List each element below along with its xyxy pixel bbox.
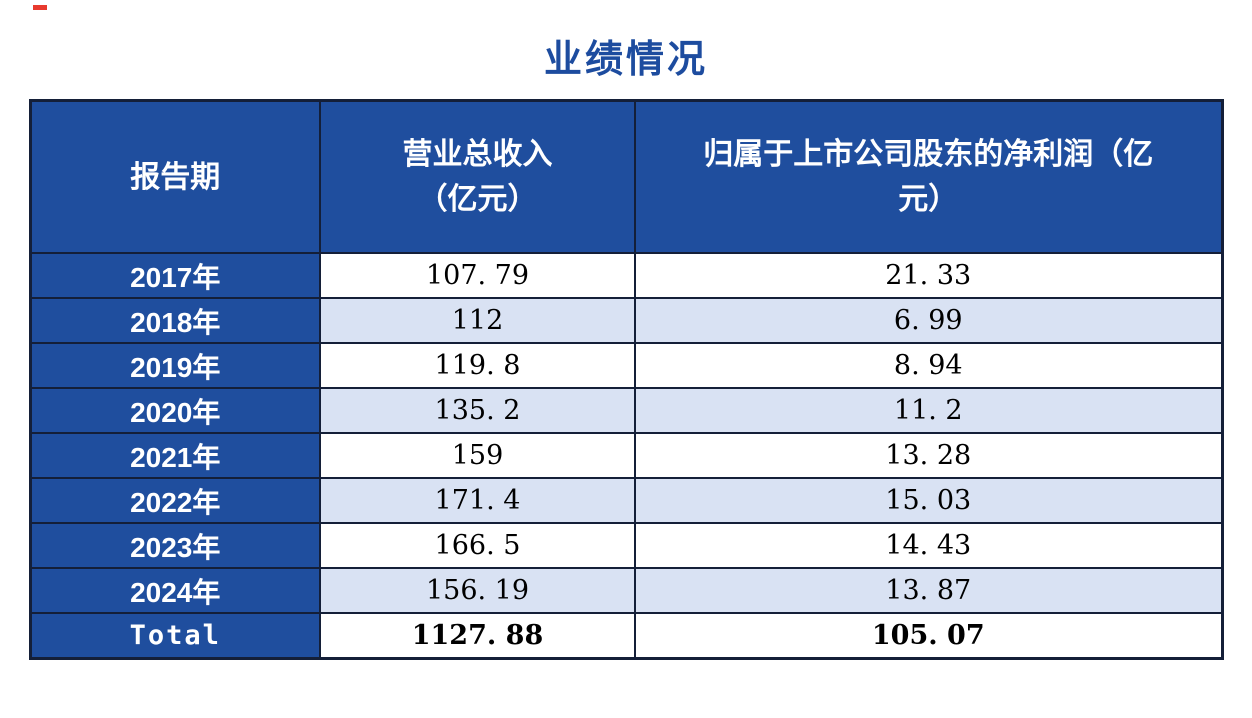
column-header-profit: 归属于上市公司股东的净利润（亿 元） bbox=[634, 99, 1223, 254]
table-row: 2017年 107. 79 21. 33 bbox=[29, 252, 1223, 299]
period-cell: 2018年 bbox=[29, 297, 321, 344]
revenue-cell: 107. 79 bbox=[319, 252, 636, 299]
table-row: 2022年 171. 4 15. 03 bbox=[29, 477, 1223, 524]
table-row: 2024年 156. 19 13. 87 bbox=[29, 567, 1223, 614]
profit-cell: 8. 94 bbox=[634, 342, 1223, 389]
profit-cell: 13. 28 bbox=[634, 432, 1223, 479]
performance-table: 报告期 营业总收入 （亿元） 归属于上市公司股东的净利润（亿 元） 2017年 … bbox=[28, 99, 1224, 660]
profit-cell: 6. 99 bbox=[634, 297, 1223, 344]
table-header-row: 报告期 营业总收入 （亿元） 归属于上市公司股东的净利润（亿 元） bbox=[29, 99, 1223, 254]
period-cell: 2023年 bbox=[29, 522, 321, 569]
table-total-row: Total 1127. 88 105. 07 bbox=[29, 612, 1223, 660]
period-cell: 2024年 bbox=[29, 567, 321, 614]
revenue-cell: 135. 2 bbox=[319, 387, 636, 434]
revenue-cell: 159 bbox=[319, 432, 636, 479]
period-cell: 2017年 bbox=[29, 252, 321, 299]
column-header-period: 报告期 bbox=[29, 99, 321, 254]
revenue-cell: 166. 5 bbox=[319, 522, 636, 569]
period-cell: 2021年 bbox=[29, 432, 321, 479]
table-row: 2021年 159 13. 28 bbox=[29, 432, 1223, 479]
table-row: 2018年 112 6. 99 bbox=[29, 297, 1223, 344]
period-cell: 2019年 bbox=[29, 342, 321, 389]
profit-cell: 15. 03 bbox=[634, 477, 1223, 524]
profit-cell: 21. 33 bbox=[634, 252, 1223, 299]
profit-cell: 13. 87 bbox=[634, 567, 1223, 614]
revenue-cell: 119. 8 bbox=[319, 342, 636, 389]
table-row: 2020年 135. 2 11. 2 bbox=[29, 387, 1223, 434]
revenue-cell: 171. 4 bbox=[319, 477, 636, 524]
column-header-revenue: 营业总收入 （亿元） bbox=[319, 99, 636, 254]
profit-cell: 11. 2 bbox=[634, 387, 1223, 434]
total-profit-cell: 105. 07 bbox=[634, 612, 1223, 660]
total-label-cell: Total bbox=[29, 612, 321, 660]
table-row: 2019年 119. 8 8. 94 bbox=[29, 342, 1223, 389]
table-row: 2023年 166. 5 14. 43 bbox=[29, 522, 1223, 569]
profit-cell: 14. 43 bbox=[634, 522, 1223, 569]
total-revenue-cell: 1127. 88 bbox=[319, 612, 636, 660]
period-cell: 2020年 bbox=[29, 387, 321, 434]
revenue-cell: 112 bbox=[319, 297, 636, 344]
revenue-cell: 156. 19 bbox=[319, 567, 636, 614]
red-mark bbox=[33, 5, 47, 10]
period-cell: 2022年 bbox=[29, 477, 321, 524]
page-title: 业绩情况 bbox=[543, 39, 708, 81]
